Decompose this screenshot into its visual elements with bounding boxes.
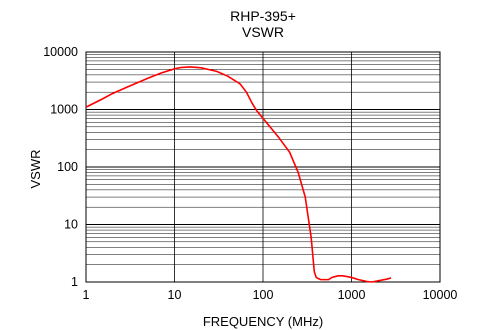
y-tick-labels: 1 10 100 1000 10000 <box>43 45 78 289</box>
chart-title: RHP-395+ <box>230 8 296 24</box>
y-tick-label: 10 <box>64 218 78 232</box>
y-tick-label: 1 <box>71 275 78 289</box>
x-tick-label: 100 <box>253 288 274 302</box>
y-tick-label: 100 <box>57 160 78 174</box>
x-tick-label: 1000 <box>338 288 366 302</box>
x-tick-label: 10 <box>168 288 182 302</box>
plot-frame <box>85 51 441 283</box>
x-tick-labels: 1 10 100 1000 10000 <box>83 288 458 302</box>
y-axis-label: VSWR <box>28 150 43 189</box>
y-tick-label: 10000 <box>43 45 78 59</box>
y-tick-label: 1000 <box>50 103 78 117</box>
x-tick-label: 1 <box>83 288 90 302</box>
x-axis-label: FREQUENCY (MHz) <box>203 314 323 329</box>
vswr-series-line <box>85 66 392 283</box>
plot-grid <box>86 52 440 282</box>
x-tick-label: 10000 <box>423 288 458 302</box>
chart-subtitle: VSWR <box>242 24 284 40</box>
